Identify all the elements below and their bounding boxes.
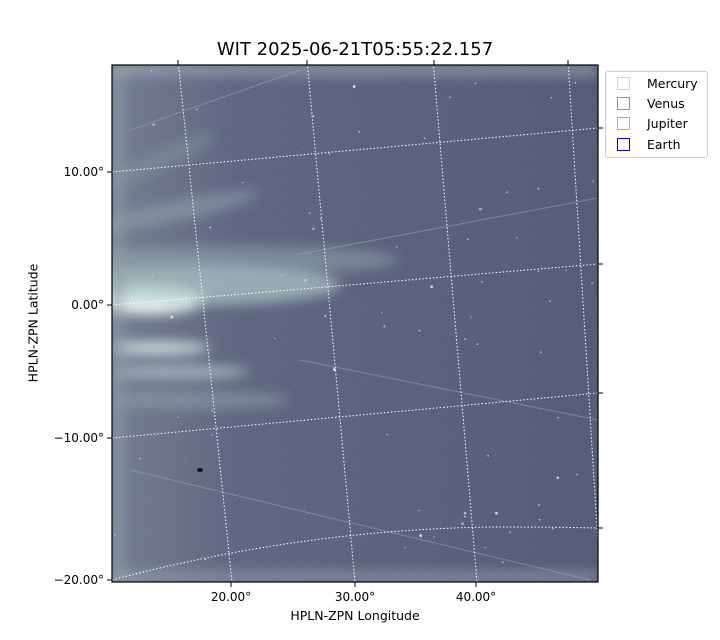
star-point <box>114 534 116 536</box>
star-point <box>324 315 327 317</box>
star-point <box>430 285 433 289</box>
star-point <box>273 337 276 340</box>
star-point <box>328 153 331 155</box>
legend-item-jupiter: Jupiter <box>617 113 688 133</box>
star-point <box>196 108 198 111</box>
y-tick-label: −10.00° <box>54 431 104 445</box>
star-point <box>383 325 386 327</box>
legend-swatch <box>617 116 630 130</box>
legend-label: Earth <box>647 136 681 152</box>
star-point <box>170 315 174 319</box>
star-point <box>461 522 464 525</box>
star-point <box>464 338 466 340</box>
legend-item-earth: Earth <box>617 134 681 154</box>
star-point <box>139 457 141 460</box>
y-tick-label: −20.00° <box>54 573 104 587</box>
star-point <box>466 238 469 240</box>
star-point <box>464 515 466 518</box>
star-point <box>557 416 559 419</box>
star-point <box>333 368 336 371</box>
x-tick-label: 20.00° <box>211 590 251 604</box>
star-point <box>495 511 498 515</box>
star-point <box>151 274 154 277</box>
star-point <box>549 300 551 303</box>
star-point <box>308 212 311 215</box>
star-point <box>449 96 451 99</box>
x-tick-label: 40.00° <box>456 590 496 604</box>
star-point <box>211 434 214 436</box>
star-point <box>539 351 542 353</box>
solar-image <box>112 65 598 582</box>
coordinate-grid <box>112 65 598 582</box>
star-point <box>152 123 155 127</box>
star-point <box>556 476 560 480</box>
legend-swatch <box>617 137 630 151</box>
star-point <box>538 518 541 521</box>
star-point <box>209 226 212 229</box>
star-point <box>550 96 553 99</box>
legend-label: Venus <box>647 95 685 111</box>
star-point <box>484 546 487 549</box>
y-tick-label: 10.00° <box>64 165 104 179</box>
star-point <box>419 534 423 538</box>
star-point <box>506 191 508 194</box>
legend-swatch <box>617 96 630 110</box>
legend: Mercury Venus Jupiter Earth <box>605 71 708 158</box>
star-point <box>592 180 594 182</box>
y-axis-label: HPLN-ZPN Latitude <box>25 263 41 383</box>
star-point <box>433 535 435 538</box>
star-point <box>386 433 389 436</box>
star-point <box>423 137 426 140</box>
star-point <box>516 236 518 239</box>
star-point <box>537 270 540 272</box>
legend-item-mercury: Mercury <box>617 73 698 93</box>
star-point <box>381 311 383 314</box>
star-point <box>537 187 540 190</box>
star-point <box>476 343 479 345</box>
star-point <box>211 410 213 412</box>
star-point <box>481 281 483 283</box>
axis-ticks <box>107 60 603 587</box>
star-point <box>176 416 179 419</box>
dark-spot <box>197 468 203 472</box>
x-axis-label: HPLN-ZPN Longitude <box>290 608 420 623</box>
legend-label: Jupiter <box>647 115 688 131</box>
star-point <box>150 69 153 72</box>
star-point <box>574 81 577 84</box>
star-point <box>509 531 511 534</box>
star-point <box>591 282 593 285</box>
star-point <box>565 269 567 272</box>
star-point <box>478 207 482 211</box>
star-point <box>474 82 477 84</box>
star-point <box>242 181 244 184</box>
star-point <box>281 274 283 277</box>
legend-swatch <box>617 76 630 90</box>
star-point <box>417 509 420 512</box>
star-point <box>418 329 421 332</box>
star-point <box>204 558 207 561</box>
star-point <box>312 227 315 231</box>
star-point <box>551 527 554 530</box>
legend-label: Mercury <box>647 75 698 91</box>
star-point <box>576 473 578 476</box>
legend-item-venus: Venus <box>617 93 685 113</box>
star-point <box>404 546 407 549</box>
star-point <box>304 278 307 282</box>
star-point <box>395 246 398 248</box>
star-point <box>352 85 356 88</box>
star-point <box>463 511 467 515</box>
star-point <box>469 316 472 318</box>
star-point <box>538 504 540 506</box>
x-tick-label: 30.00° <box>335 590 375 604</box>
star-point <box>501 561 504 563</box>
star-point <box>312 115 315 117</box>
chart-title: WIT 2025-06-21T05:55:22.157 <box>216 39 494 60</box>
y-tick-label: 0.00° <box>71 298 104 312</box>
star-point <box>358 130 360 133</box>
star-point <box>487 454 489 457</box>
star-point <box>319 218 322 220</box>
